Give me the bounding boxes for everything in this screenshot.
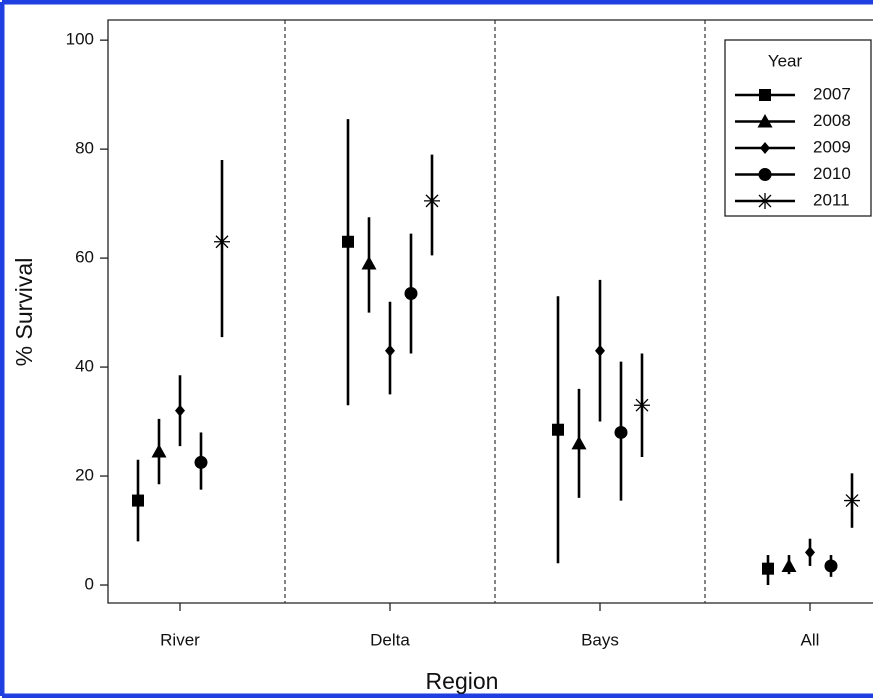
marker bbox=[757, 193, 773, 209]
marker bbox=[151, 444, 167, 458]
legend-box bbox=[724, 39, 872, 217]
marker bbox=[762, 562, 774, 575]
y-axis-label: % Survival bbox=[11, 258, 37, 367]
x-tick-label: Delta bbox=[370, 630, 410, 649]
legend-label: 2007 bbox=[813, 84, 851, 103]
y-tick-label: 0 bbox=[85, 575, 94, 594]
legend-label: 2011 bbox=[813, 190, 850, 209]
plot-frame bbox=[107, 19, 873, 604]
y-tick-label: 80 bbox=[75, 139, 94, 158]
marker bbox=[361, 256, 377, 270]
marker bbox=[424, 192, 440, 209]
marker bbox=[342, 235, 354, 248]
x-axis-label: Region bbox=[426, 668, 499, 694]
x-tick-label: Bays bbox=[581, 630, 619, 649]
marker bbox=[194, 455, 208, 469]
marker bbox=[634, 397, 650, 414]
marker bbox=[175, 404, 185, 417]
marker bbox=[614, 425, 628, 439]
marker bbox=[552, 423, 564, 436]
y-tick-label: 100 bbox=[66, 30, 94, 49]
y-tick-label: 60 bbox=[75, 248, 94, 267]
marker bbox=[757, 114, 773, 128]
marker bbox=[759, 89, 771, 101]
marker bbox=[214, 233, 230, 250]
x-tick-label: River bbox=[160, 630, 200, 649]
x-tick-label: All bbox=[801, 630, 820, 649]
marker bbox=[844, 492, 860, 509]
marker bbox=[758, 168, 772, 181]
marker bbox=[824, 559, 838, 573]
legend-title: Year bbox=[768, 51, 803, 70]
marker bbox=[781, 558, 797, 572]
marker bbox=[132, 494, 144, 507]
marker bbox=[385, 344, 395, 357]
y-tick-label: 40 bbox=[75, 357, 94, 376]
marker bbox=[404, 287, 418, 301]
legend-label: 2009 bbox=[813, 137, 851, 156]
marker bbox=[760, 142, 770, 154]
marker bbox=[595, 344, 605, 357]
legend-label: 2010 bbox=[813, 164, 851, 183]
legend-label: 2008 bbox=[813, 111, 851, 130]
marker bbox=[805, 546, 815, 559]
marker bbox=[571, 435, 587, 450]
y-tick-label: 20 bbox=[75, 466, 94, 485]
